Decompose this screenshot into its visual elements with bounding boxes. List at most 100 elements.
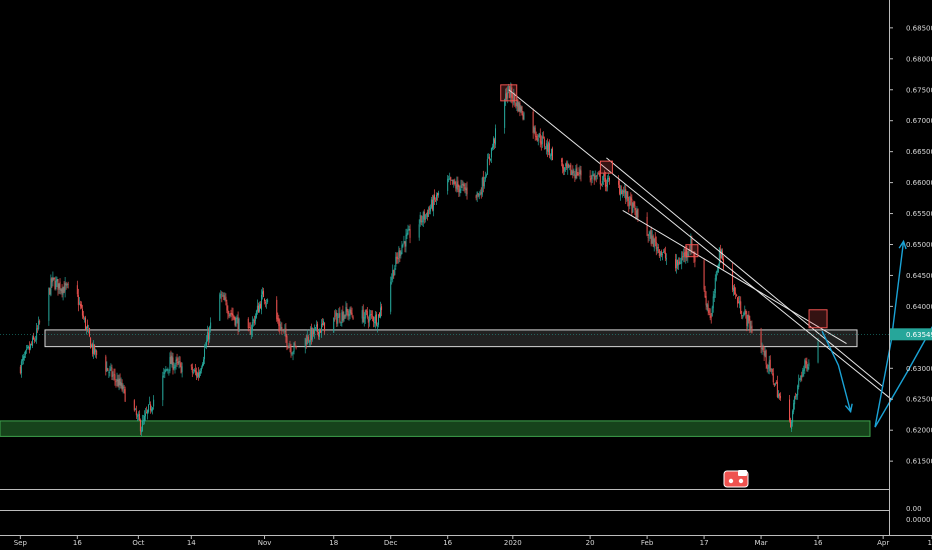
candle-body <box>647 236 649 238</box>
candle-body <box>576 167 578 176</box>
candle-body <box>63 286 65 293</box>
candle-body <box>540 141 542 145</box>
x-tick-label: Sep <box>14 539 28 547</box>
candle-body <box>456 182 458 190</box>
candle-body <box>599 173 601 185</box>
candle-body <box>263 290 265 298</box>
candle-body <box>565 163 567 167</box>
candle-body <box>119 378 121 386</box>
candle-body <box>618 180 620 185</box>
candle-body <box>773 383 775 386</box>
candle-body <box>605 185 607 186</box>
candle-body <box>283 328 285 331</box>
candle-body <box>790 419 792 428</box>
candle-body <box>390 281 392 312</box>
candle-body <box>628 201 630 207</box>
candle-body <box>817 342 819 363</box>
candle-body <box>236 318 238 320</box>
candle-body <box>707 304 709 311</box>
candle-body <box>476 191 478 197</box>
candle-body <box>420 215 422 223</box>
candle-body <box>351 312 353 316</box>
candle-body <box>190 365 192 367</box>
candle-body <box>227 310 229 315</box>
candle-body <box>234 317 236 326</box>
candle-body <box>606 178 608 188</box>
candle-body <box>523 112 525 120</box>
candle-body <box>21 359 23 362</box>
projection-arrowhead-1 <box>844 403 853 414</box>
candle-body <box>658 249 660 257</box>
candle-body <box>199 371 201 374</box>
candle-body <box>601 181 603 184</box>
candle-body <box>625 189 627 200</box>
candle-body <box>404 241 406 247</box>
candle-body <box>703 260 705 290</box>
candle-body <box>90 337 92 349</box>
candle-body <box>35 339 37 341</box>
candle-body <box>64 283 66 292</box>
candle-body <box>195 371 197 377</box>
candle-body <box>282 329 284 331</box>
candle-body <box>48 288 50 321</box>
candle-body <box>120 381 122 386</box>
candle-body <box>395 256 397 267</box>
candle-body <box>266 303 268 305</box>
candle-body <box>665 258 667 260</box>
candle-body <box>316 323 318 332</box>
candle-body <box>334 315 336 317</box>
candle-body <box>148 404 150 412</box>
candle-body <box>374 315 376 324</box>
candle-body <box>285 328 287 338</box>
candle-body <box>807 366 809 371</box>
candle-body <box>480 192 482 195</box>
candle-body <box>627 191 629 201</box>
candle-body <box>535 135 537 138</box>
candle-body <box>505 93 507 101</box>
candle-body <box>462 183 464 186</box>
candle-body <box>578 172 580 174</box>
candle-body <box>376 325 378 327</box>
candle-body <box>766 365 768 368</box>
candle-body <box>518 102 520 112</box>
candle-body <box>221 295 223 297</box>
candle-body <box>402 243 404 247</box>
candle-body <box>29 347 31 350</box>
candle-body <box>350 309 352 314</box>
candle-body <box>193 369 195 372</box>
candle-body <box>230 313 232 314</box>
candle-body <box>419 214 421 224</box>
candle-body <box>114 374 116 380</box>
candle-body <box>629 196 631 206</box>
candle-body <box>312 329 314 335</box>
candle-body <box>487 157 489 159</box>
candle-body <box>742 317 744 319</box>
candle-body <box>570 164 572 175</box>
candle-body <box>30 343 32 349</box>
candle-body <box>95 349 97 353</box>
candle-body <box>803 368 805 371</box>
candle-body <box>463 184 465 187</box>
candle-body <box>633 201 635 206</box>
candle-body <box>380 307 382 318</box>
candle-body <box>516 101 518 107</box>
candle-body <box>225 296 227 302</box>
candle-body <box>293 342 295 352</box>
candle-body <box>169 357 171 372</box>
candle-body <box>704 290 706 298</box>
candle-body <box>510 87 512 97</box>
candle-body <box>652 236 654 247</box>
indicator-badge-icon[interactable] <box>723 470 749 488</box>
candle-body <box>369 314 371 316</box>
candle-body <box>418 224 420 238</box>
candle-body <box>735 292 737 294</box>
candle-body <box>449 178 451 180</box>
candle-body <box>248 327 250 329</box>
candle-body <box>636 209 638 220</box>
